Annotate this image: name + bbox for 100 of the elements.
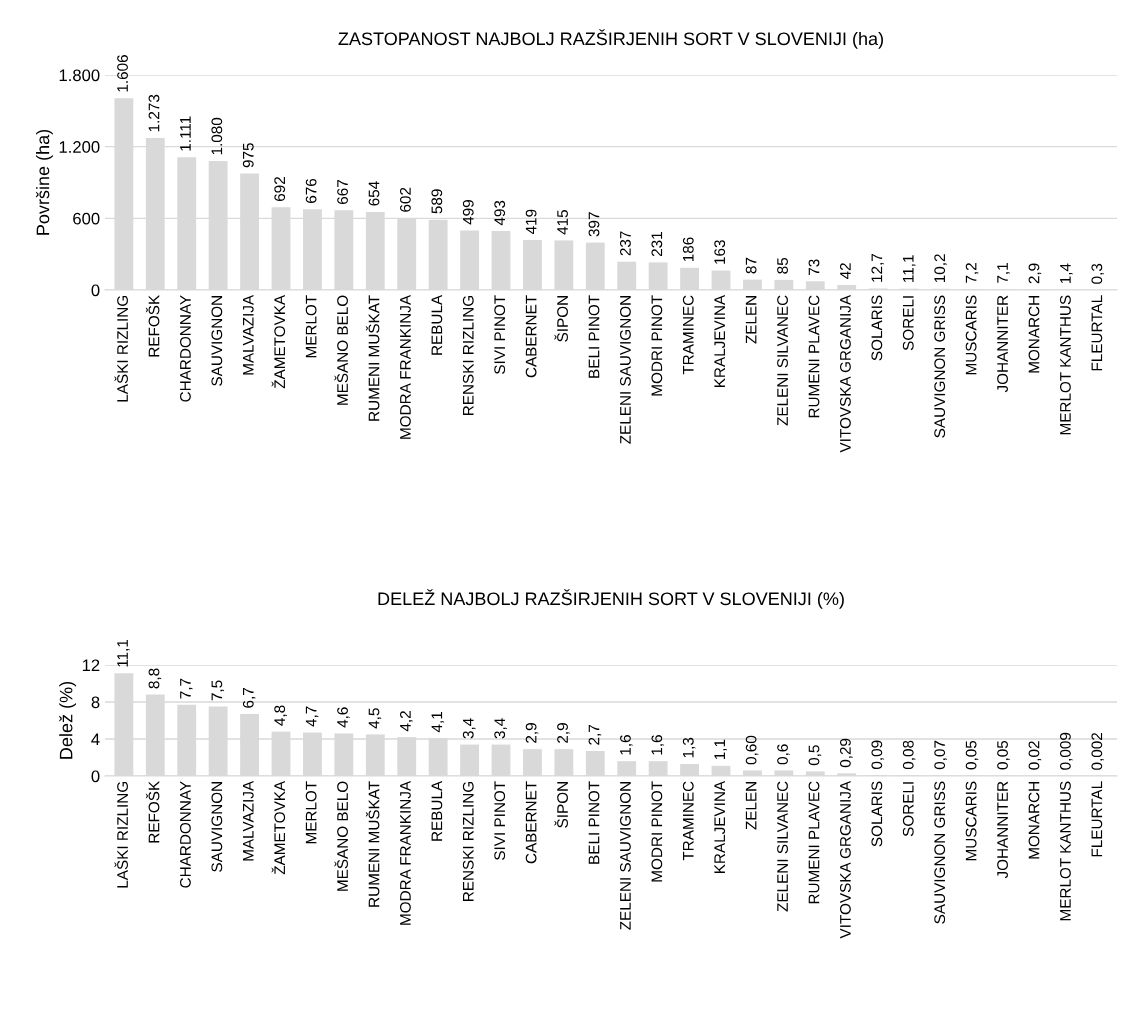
data-label: 4,1 xyxy=(431,712,445,733)
data-label: 1.111 xyxy=(180,116,191,151)
x-tick-label: MERLOT KANTHUS xyxy=(1060,781,1071,921)
data-label: 2,9 xyxy=(525,723,539,743)
x-tick-label: RUMENI PLAVEC xyxy=(808,781,820,904)
x-tick-label: SAUVIGNON xyxy=(211,782,223,872)
x-tick-label: ŽAMETOVKA xyxy=(271,294,286,389)
x-tick-label: MERLOT xyxy=(305,295,317,358)
x-tick-label: MALVAZIJA xyxy=(243,294,254,375)
data-label: 186 xyxy=(682,237,694,262)
x-tick-label: RENSKI RIZLING xyxy=(462,296,474,415)
x-tick-label: JOHANNITER xyxy=(997,781,1008,879)
data-label: 589 xyxy=(431,189,443,214)
data-label: 87 xyxy=(745,257,757,274)
x-tick-label: SAUVIGNON GRISS xyxy=(934,781,946,924)
x-tick-label: FLEURTAL xyxy=(1091,781,1103,857)
data-label: 4,8 xyxy=(274,705,287,726)
data-label: 1,6 xyxy=(651,735,665,755)
x-tick-label: VITOVSKA GRGANIJA xyxy=(840,294,851,453)
x-tick-label: LAŠKI RIZLING xyxy=(114,782,128,888)
x-tick-label: BELI PINOT xyxy=(588,295,600,378)
data-label: 7,2 xyxy=(965,263,979,283)
data-label: 85 xyxy=(777,257,788,274)
x-tick-label: RUMENI MUŠKAT xyxy=(365,295,380,421)
x-tick-label: SAUVIGNON GRISS xyxy=(934,295,946,438)
data-label: 0,6 xyxy=(777,744,790,765)
x-tick-label: ŠIPON xyxy=(554,296,568,342)
x-tick-label: ŽAMETOVKA xyxy=(271,780,286,875)
data-label: 73 xyxy=(808,259,820,275)
chart-title: ZASTOPANOST NAJBOLJ RAZŠIRJENIH SORT V SLOVENIJI (ha) xyxy=(338,29,883,49)
data-label: 3,4 xyxy=(462,718,476,739)
x-tick-label: MEŠANO BELO xyxy=(334,295,348,405)
y-tick-label: 0 xyxy=(91,770,100,783)
data-label: 6,7 xyxy=(242,688,256,708)
x-tick-label: MONARCH xyxy=(1028,782,1040,859)
x-tick-label: REBULA xyxy=(431,780,443,841)
data-label: 4,7 xyxy=(305,706,319,727)
data-label: 499 xyxy=(462,200,474,225)
x-tick-label: TRAMINEC xyxy=(682,295,694,375)
x-tick-label: REFOŠK xyxy=(145,781,160,843)
x-tick-label: SAUVIGNON xyxy=(211,296,223,386)
data-label: 7,5 xyxy=(211,680,225,701)
x-tick-label: MUSCARIS xyxy=(965,781,977,861)
x-tick-label: MONARCH xyxy=(1028,296,1040,373)
data-label: 1,4 xyxy=(1060,263,1073,284)
x-tick-label: BELI PINOT xyxy=(588,781,600,864)
data-label: 0,09 xyxy=(871,740,885,770)
x-tick-label: MEŠANO BELO xyxy=(334,781,348,891)
x-tick-label: SORELI xyxy=(902,296,914,351)
data-label: 493 xyxy=(494,200,506,226)
data-label: 0,5 xyxy=(808,745,822,766)
data-label: 3,4 xyxy=(494,718,507,739)
y-axis-title: Površine (ha) xyxy=(35,129,53,235)
data-label: 0,29 xyxy=(840,738,853,768)
x-tick-label: ŠIPON xyxy=(554,782,568,828)
data-label: 10,2 xyxy=(934,254,947,283)
x-tick-label: MERLOT xyxy=(305,781,317,844)
x-tick-label: KRALJEVINA xyxy=(714,780,726,874)
data-label: 4,6 xyxy=(337,707,350,728)
x-tick-label: ZELENI SAUVIGNON xyxy=(620,296,631,444)
y-tick-label: 1.800 xyxy=(59,69,100,82)
data-label: 0,002 xyxy=(1091,732,1105,770)
data-label: 1,6 xyxy=(620,735,633,755)
data-label: 0,08 xyxy=(902,740,916,770)
x-tick-label: MODRA FRANKINJA xyxy=(400,294,411,439)
x-tick-label: REBULA xyxy=(431,294,443,355)
data-label: 237 xyxy=(620,231,631,256)
x-tick-label: MODRI PINOT xyxy=(651,295,663,396)
chart-title: DELEŽ NAJBOLJ RAZŠIRJENIH SORT V SLOVENIJI (%) xyxy=(378,589,844,609)
data-label: 692 xyxy=(274,177,286,202)
y-tick-label: 0 xyxy=(91,284,100,297)
data-label: 7,7 xyxy=(180,678,193,699)
data-label: 7,1 xyxy=(997,263,1010,283)
data-label: 0,05 xyxy=(965,740,979,770)
y-tick-label: 8 xyxy=(91,696,100,709)
x-tick-label: VITOVSKA GRGANIJA xyxy=(840,780,851,939)
y-tick-label: 1.200 xyxy=(59,141,100,153)
x-tick-label: MALVAZIJA xyxy=(243,780,254,861)
x-tick-label: RUMENI PLAVEC xyxy=(808,295,820,418)
data-label: 397 xyxy=(588,212,600,237)
data-label: 415 xyxy=(557,210,568,235)
x-tick-label: CHARDONNAY xyxy=(180,781,191,888)
data-label: 0,05 xyxy=(997,740,1010,770)
data-label: 163 xyxy=(714,240,726,264)
x-tick-label: TRAMINEC xyxy=(682,781,694,861)
x-tick-label: ZELENI SILVANEC xyxy=(777,781,788,912)
y-axis-title: Delež (%) xyxy=(59,681,77,759)
data-label: 676 xyxy=(305,178,317,203)
data-label: 4,5 xyxy=(368,708,382,729)
data-label: 602 xyxy=(400,187,411,212)
data-label: 1.080 xyxy=(211,117,223,155)
data-label: 2,9 xyxy=(557,723,570,743)
data-label: 0,3 xyxy=(1091,263,1105,284)
data-label: 1.606 xyxy=(117,55,128,92)
y-tick-label: 4 xyxy=(91,733,100,746)
y-tick-label: 600 xyxy=(73,212,100,225)
data-label: 1,1 xyxy=(714,739,727,760)
data-label: 1,3 xyxy=(682,737,696,758)
x-tick-label: ZELEN xyxy=(745,782,757,830)
data-label: 11,1 xyxy=(117,639,130,667)
